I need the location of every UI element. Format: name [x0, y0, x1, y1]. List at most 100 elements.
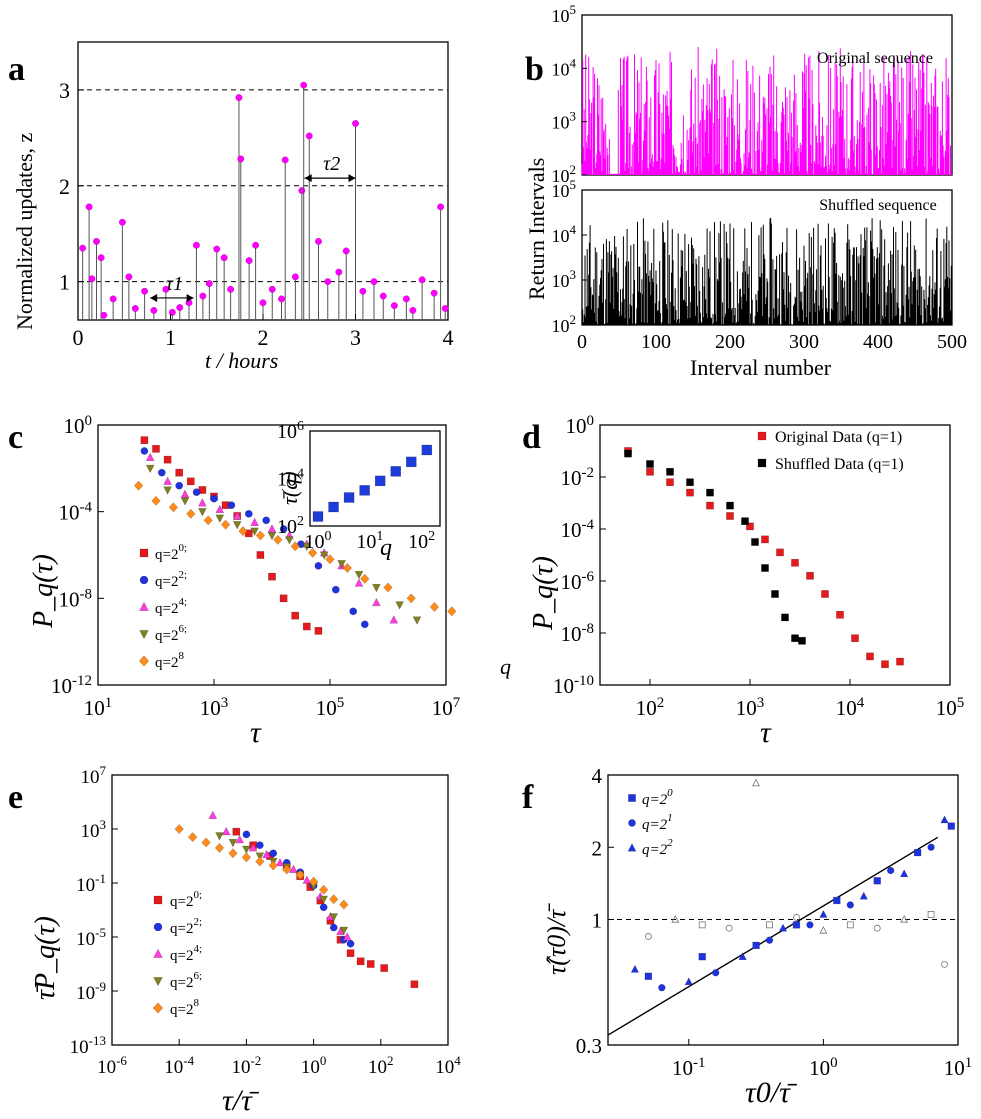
inset-y-tick-label: 102	[277, 514, 304, 538]
y-tick-label: 103	[81, 817, 107, 842]
y-tick-label: 105	[552, 177, 577, 201]
stem-point	[150, 307, 158, 314]
data-point	[175, 468, 184, 477]
data-point	[198, 508, 207, 517]
legend-marker	[757, 431, 767, 441]
data-point	[406, 593, 416, 604]
legend-marker	[153, 922, 163, 932]
stem-point	[409, 307, 417, 314]
inset-point	[406, 456, 417, 468]
hollow-point	[927, 911, 935, 918]
stem-point	[370, 278, 378, 286]
data-point	[201, 837, 211, 848]
data-point	[279, 594, 288, 603]
data-point	[163, 476, 172, 485]
y-tick-label: 105	[552, 2, 577, 26]
data-point	[746, 522, 754, 531]
y-tick-label: 10-1	[76, 871, 106, 896]
legend-label: q=21	[642, 812, 673, 833]
y-tick-label: 104	[552, 55, 577, 79]
data-point	[821, 590, 829, 598]
data-point	[262, 516, 271, 525]
data-point	[244, 509, 253, 518]
data-point	[356, 957, 365, 966]
panel-b-shuffled-series	[581, 217, 952, 325]
panel-d-ylabel: P_q(τ)	[528, 556, 559, 631]
stem-point	[176, 304, 184, 311]
data-point	[726, 512, 734, 520]
stem-point	[235, 94, 243, 102]
inset-x-tick-label: 100	[305, 529, 332, 553]
panel-f-ticks: 10-1 100 101 0.3 1 2 4	[576, 764, 973, 1080]
panel-b-label: b	[525, 51, 544, 88]
panel-f-marks	[607, 778, 958, 1036]
stem-point	[79, 244, 87, 252]
panel-d-stray-q: q	[500, 654, 511, 679]
panel-c-label: c	[8, 419, 23, 456]
data-point	[192, 488, 201, 497]
data-point	[214, 842, 225, 853]
data-point	[791, 634, 799, 643]
data-point	[232, 827, 241, 836]
y-tick-label: 107	[81, 763, 107, 788]
stem-point	[199, 292, 207, 300]
x-tick-label: 100	[301, 1053, 327, 1078]
data-point	[329, 894, 339, 905]
x-tick-label: 300	[789, 331, 819, 353]
data-point	[215, 514, 225, 524]
panel-d-ticks: 102 103 104 105 10-10 10-8 10-6 10-4 10-2 100	[553, 413, 964, 720]
data-point	[250, 517, 259, 526]
data-point	[174, 823, 184, 835]
panel-d: d Original Data (q=1) Shuffled Data (q=1)…	[500, 413, 964, 749]
legend-marker	[153, 977, 163, 987]
data-point	[319, 884, 329, 895]
data-point	[765, 936, 774, 944]
stem-point	[379, 292, 387, 300]
data-point	[646, 467, 654, 476]
data-point	[658, 984, 666, 992]
data-point	[372, 597, 381, 607]
data-point	[279, 525, 288, 533]
x-tick-label: 10-2	[231, 1053, 261, 1078]
stem-point	[97, 254, 105, 262]
data-point	[168, 502, 179, 513]
data-point	[232, 521, 242, 530]
data-point	[314, 626, 323, 635]
data-point	[255, 856, 265, 867]
data-point	[198, 498, 207, 507]
y-tick-label: 100	[64, 413, 93, 438]
data-point	[389, 615, 399, 624]
tau1-arrowhead-right	[186, 293, 194, 302]
data-point	[319, 551, 329, 560]
tau2-arrowhead-left	[304, 174, 312, 183]
x-tick-label: 105	[316, 695, 345, 720]
data-point	[698, 953, 706, 961]
legend-label: Original Data (q=1)	[775, 429, 902, 446]
legend-label: q=28	[155, 650, 184, 671]
data-point	[738, 952, 747, 960]
panel-b-shuffled-label: Shuffled sequence	[819, 197, 936, 214]
data-point	[360, 620, 369, 629]
y-tick-label: 10-9	[76, 979, 106, 1004]
data-point	[232, 511, 242, 520]
x-tick-label: 103	[736, 695, 765, 720]
stem-point	[252, 241, 260, 249]
data-point	[429, 601, 440, 613]
data-point	[380, 964, 389, 972]
panel-b-ylabel: Return Intervals	[524, 158, 549, 300]
legend-marker	[628, 819, 636, 827]
y-tick-label: 103	[552, 267, 577, 291]
panel-e-xlabel: τ/τ̄	[222, 1084, 260, 1117]
data-point	[242, 830, 251, 839]
data-point	[372, 584, 381, 593]
data-point	[383, 582, 393, 593]
inset-point	[359, 485, 370, 496]
data-point	[346, 939, 355, 948]
legend-marker	[757, 458, 767, 468]
data-point	[290, 541, 300, 552]
y-tick-label: 10-6	[561, 569, 595, 594]
data-point	[145, 452, 155, 461]
stem-point	[335, 268, 343, 276]
legend-label: q=22;	[170, 916, 202, 937]
